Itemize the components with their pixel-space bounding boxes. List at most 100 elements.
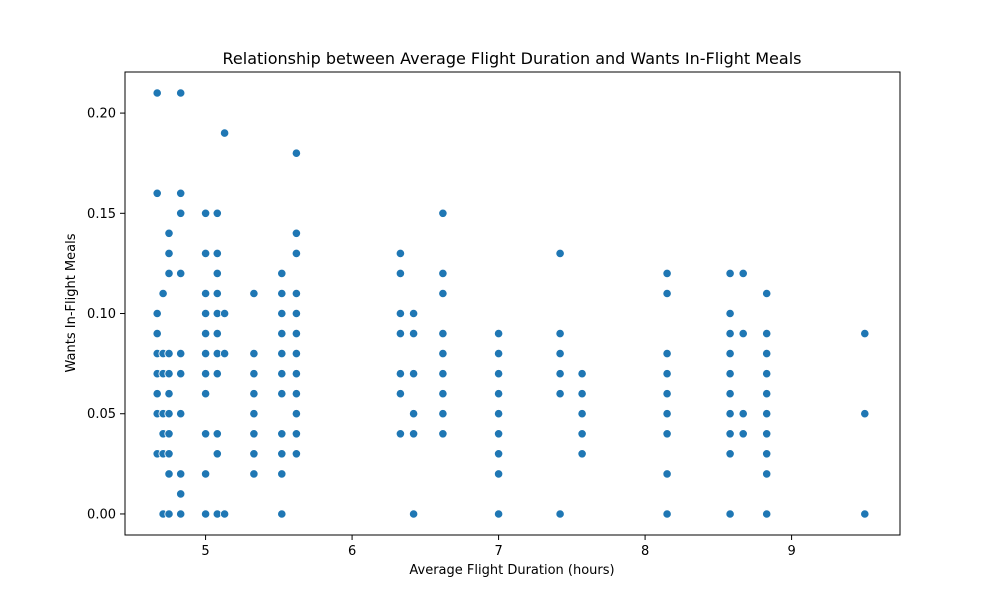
x-axis: 5 6 7 8 9 [201,535,796,559]
data-point [762,449,772,459]
data-point [249,449,259,459]
data-point [277,389,287,399]
data-point [164,228,174,238]
data-point [212,268,222,278]
data-point [291,288,301,299]
data-point [201,328,211,339]
data-point [277,348,287,359]
data-point [725,509,735,519]
data-point [249,348,259,359]
data-point [438,369,448,379]
data-point [738,409,748,419]
data-point [493,509,504,519]
data-point [277,288,287,299]
data-point [395,369,405,379]
data-point [577,389,587,399]
data-point [493,328,504,339]
data-point [164,409,174,419]
data-point [164,469,174,479]
data-point [291,348,301,359]
data-point [201,288,211,299]
data-point [395,308,405,319]
data-point [152,389,162,399]
data-point [176,188,186,198]
data-point [277,268,287,278]
data-point [408,308,419,319]
x-tick-label: 7 [494,544,502,559]
data-point [249,288,259,299]
data-point [176,208,186,218]
data-point [152,308,162,319]
y-axis: 0.00 0.05 0.10 0.15 0.20 [87,107,125,522]
data-point [662,348,672,359]
data-point [277,328,287,339]
data-point [176,509,186,519]
data-point [152,328,162,339]
data-point [158,288,168,299]
data-point [249,369,259,379]
data-point [725,348,735,359]
data-point [164,268,174,278]
data-point [277,509,287,519]
data-point [164,248,174,258]
plot-frame [124,71,901,536]
data-point [762,348,772,359]
data-point [577,409,587,419]
data-point [555,369,565,379]
data-point [277,369,287,379]
x-axis-label: Average Flight Duration (hours) [409,563,614,578]
data-point [738,429,748,439]
data-point [220,308,230,319]
data-point [212,328,222,339]
data-point [201,348,211,359]
data-point [725,328,735,339]
data-point [249,429,259,439]
data-point [662,268,672,278]
data-point [291,328,301,339]
data-point [212,369,222,379]
data-point [493,469,504,479]
y-tick-label: 0.10 [87,307,116,322]
data-point [662,288,672,299]
data-point [438,288,448,299]
data-point [662,409,672,419]
data-point [662,389,672,399]
data-point [555,389,565,399]
data-point [725,409,735,419]
data-point [201,308,211,319]
data-point [291,248,301,258]
plot-area [152,88,870,519]
data-point [555,248,565,258]
data-point [493,409,504,419]
data-point [212,208,222,218]
data-point [555,328,565,339]
data-point [395,328,405,339]
data-point [291,148,301,158]
data-point [860,328,870,339]
data-point [249,389,259,399]
data-point [438,268,448,278]
data-point [164,348,174,359]
data-point [725,449,735,459]
data-point [762,369,772,379]
data-point [291,308,301,319]
data-point [277,469,287,479]
data-point [395,389,405,399]
data-point [176,489,186,499]
data-point [164,509,174,519]
data-point [662,509,672,519]
x-tick-label: 9 [787,544,795,559]
data-point [860,509,870,519]
x-tick-label: 5 [201,544,209,559]
data-point [249,469,259,479]
data-point [762,328,772,339]
data-point [577,449,587,459]
data-point [762,509,772,519]
data-point [662,469,672,479]
data-point [725,268,735,278]
data-point [438,328,448,339]
data-point [220,348,230,359]
x-tick-label: 6 [348,544,356,559]
data-point [164,429,174,439]
data-point [164,369,174,379]
